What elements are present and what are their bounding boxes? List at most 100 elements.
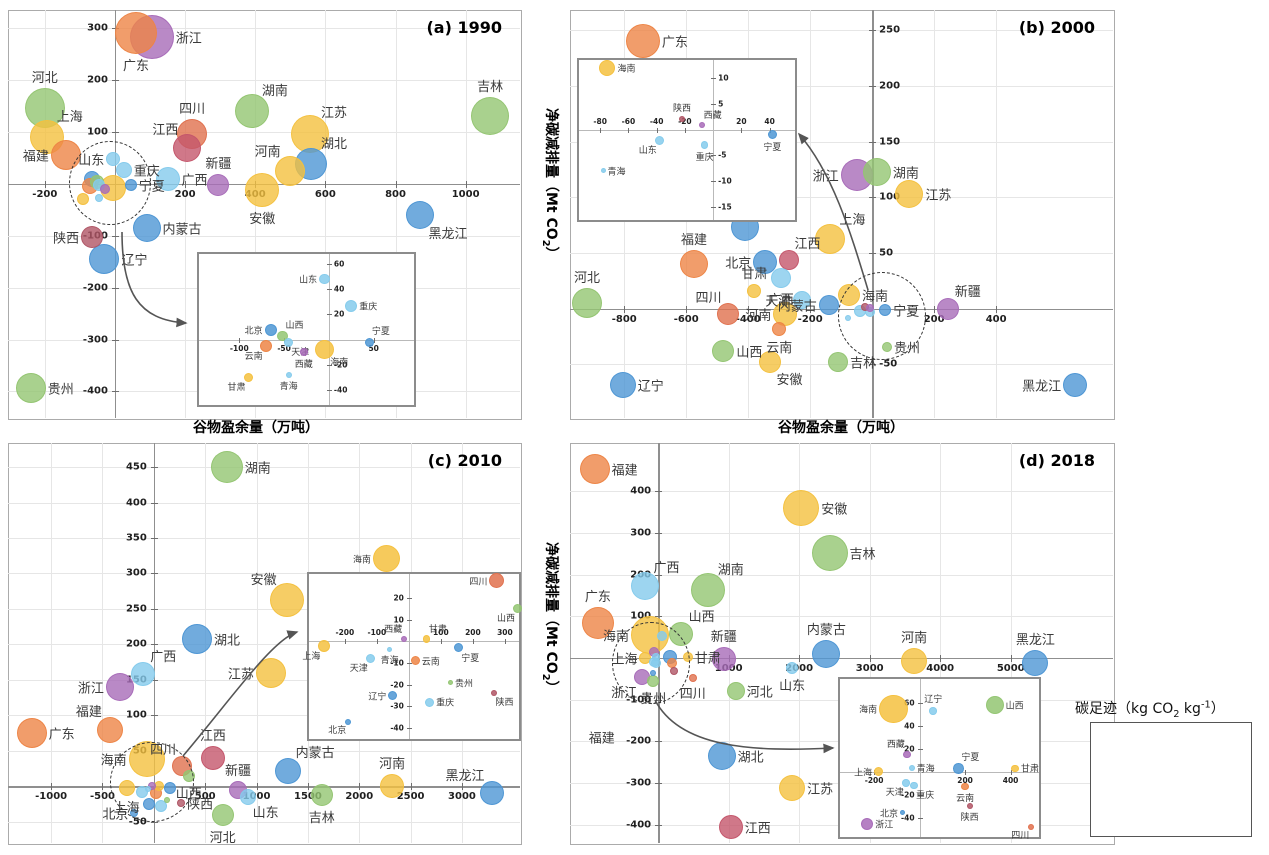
bubble-label: 浙江: [175, 31, 202, 46]
zoom-circle: [838, 272, 926, 360]
y-axis-label-d: 净碳减排量（Mt CO2）: [540, 542, 559, 695]
bubble-新疆: [711, 646, 736, 671]
inset-bubble-label: 北京: [880, 809, 899, 820]
bubble-吉林: [310, 783, 333, 806]
bubble-河北: [726, 681, 745, 700]
inset-tick-label-x: -80: [593, 116, 607, 126]
tick-y: [150, 502, 158, 504]
tick-label-x: 3000: [448, 791, 476, 803]
bubble-江苏: [779, 775, 806, 802]
gridline-y: [570, 85, 1113, 87]
bubble-label: 河北: [746, 685, 773, 700]
inset-bubble-label: 青海: [607, 167, 626, 178]
tick-label-x: 2000: [345, 791, 374, 803]
bubble-label: 上海: [611, 652, 638, 668]
tick-label-y: -300: [82, 334, 108, 346]
bubble-label: 湖北: [737, 750, 764, 766]
inset-tick-x: [1010, 769, 1012, 775]
bubble-label: 上海: [56, 109, 83, 125]
bubble-label: 山西: [688, 609, 715, 625]
inset-bubble-label: 青海: [916, 764, 935, 775]
inset-bubble-label: 四川: [1011, 831, 1030, 842]
bubble-江西: [778, 249, 799, 270]
gridline-y: [570, 491, 1113, 493]
inset-bubble-label: 青海: [279, 381, 298, 392]
tick-label-x: 2000: [785, 663, 814, 674]
bubble-山西: [712, 340, 735, 363]
tick-y: [150, 608, 158, 610]
bubble-湖南: [210, 451, 243, 484]
bubble-黑龙江: [479, 781, 504, 806]
inset-bubble-label: 上海: [854, 768, 873, 779]
tick-label-y: 100: [87, 126, 108, 138]
inset-bubble-山西: [277, 330, 288, 342]
inset-bubble-青海: [908, 765, 915, 772]
inset-bubble-山西: [513, 604, 523, 614]
inset-bubble-四川: [489, 573, 505, 589]
bubble-label: 江西: [199, 728, 226, 744]
bubble-贵州: [15, 372, 46, 403]
bubble-label: 江苏: [320, 105, 347, 121]
bubble-label: 广东: [584, 590, 611, 606]
tick-y: [655, 574, 663, 576]
bubble-label: 江西: [152, 122, 179, 138]
bubble-辽宁: [609, 371, 636, 398]
inset-tick-label-x: 20: [736, 116, 747, 126]
inset-bubble-宁夏: [953, 763, 964, 774]
gridline-y: [8, 538, 520, 540]
tick-y: [111, 79, 119, 81]
bubble-黑龙江: [1022, 650, 1049, 676]
bubble-福建: [579, 454, 610, 485]
inset-panel: -80 -60 -40 -20 20 40 10 5 -5 -10 -15 海南 宁夏 陕西 西藏 山东 重庆青…: [577, 58, 797, 222]
inset-bubble-宁夏: [453, 643, 463, 653]
inset-tick-x: [600, 127, 602, 133]
inset-bubble-山西: [985, 696, 1004, 715]
tick-y: [869, 197, 877, 199]
inset-tick-y: [711, 103, 717, 105]
bubble-label: 福建: [75, 704, 102, 720]
bubble-广东: [625, 24, 660, 59]
bubble-label: 四川: [695, 290, 722, 306]
bubble-label: 河南: [379, 757, 406, 773]
gridline-y: [570, 574, 1113, 576]
gridline-y: [8, 750, 520, 752]
tick-x: [205, 783, 207, 791]
tick-label-x: 3000: [855, 663, 884, 674]
tick-y: [869, 364, 877, 366]
bubble-江苏: [290, 115, 329, 154]
inset-bubble-label: 海南: [352, 555, 371, 566]
inset-bubble-云南: [260, 339, 273, 352]
inset-tick-label-y: -15: [718, 202, 732, 212]
bubble-label: 浙江: [611, 685, 638, 701]
tick-x: [940, 655, 942, 662]
inset-bubble-西藏: [401, 636, 408, 643]
gridline-y: [8, 608, 520, 610]
bubble-label: 江苏: [925, 188, 952, 204]
inset-bubble-天津: [365, 654, 375, 664]
tick-label-y: -400: [626, 819, 652, 831]
inset-tick-label-x: -200: [864, 775, 884, 785]
inset-bubble-陕西: [679, 116, 686, 123]
bubble-label: 山东: [78, 153, 105, 169]
zoom-circle: [612, 622, 690, 704]
gridline-y: [570, 253, 1113, 255]
inset-axis-horizontal: [579, 129, 795, 131]
inset-bubble-青海: [600, 168, 606, 174]
bubble-label: 甘肃: [741, 266, 768, 282]
tick-label-x: 500: [194, 791, 216, 803]
bubble-label: 黑龙江: [1022, 379, 1062, 395]
inset-tick-x: [504, 639, 506, 645]
axis-horizontal: [570, 658, 1113, 660]
tick-y: [655, 491, 663, 493]
inset-bubble-label: 宁夏: [763, 143, 782, 154]
bubble-河北: [24, 88, 65, 129]
inset-tick-label-x: -60: [621, 116, 636, 126]
bubble-label: 黑龙江: [428, 227, 468, 243]
tick-x: [307, 783, 309, 791]
bubble-四川: [717, 303, 740, 326]
inset-bubble-天津: [284, 337, 294, 347]
inset-tick-y: [711, 181, 717, 183]
bubble-label: 内蒙古: [777, 299, 817, 315]
bubble-label: 吉林: [477, 80, 504, 96]
inset-tick-label-y: 20: [904, 744, 915, 754]
